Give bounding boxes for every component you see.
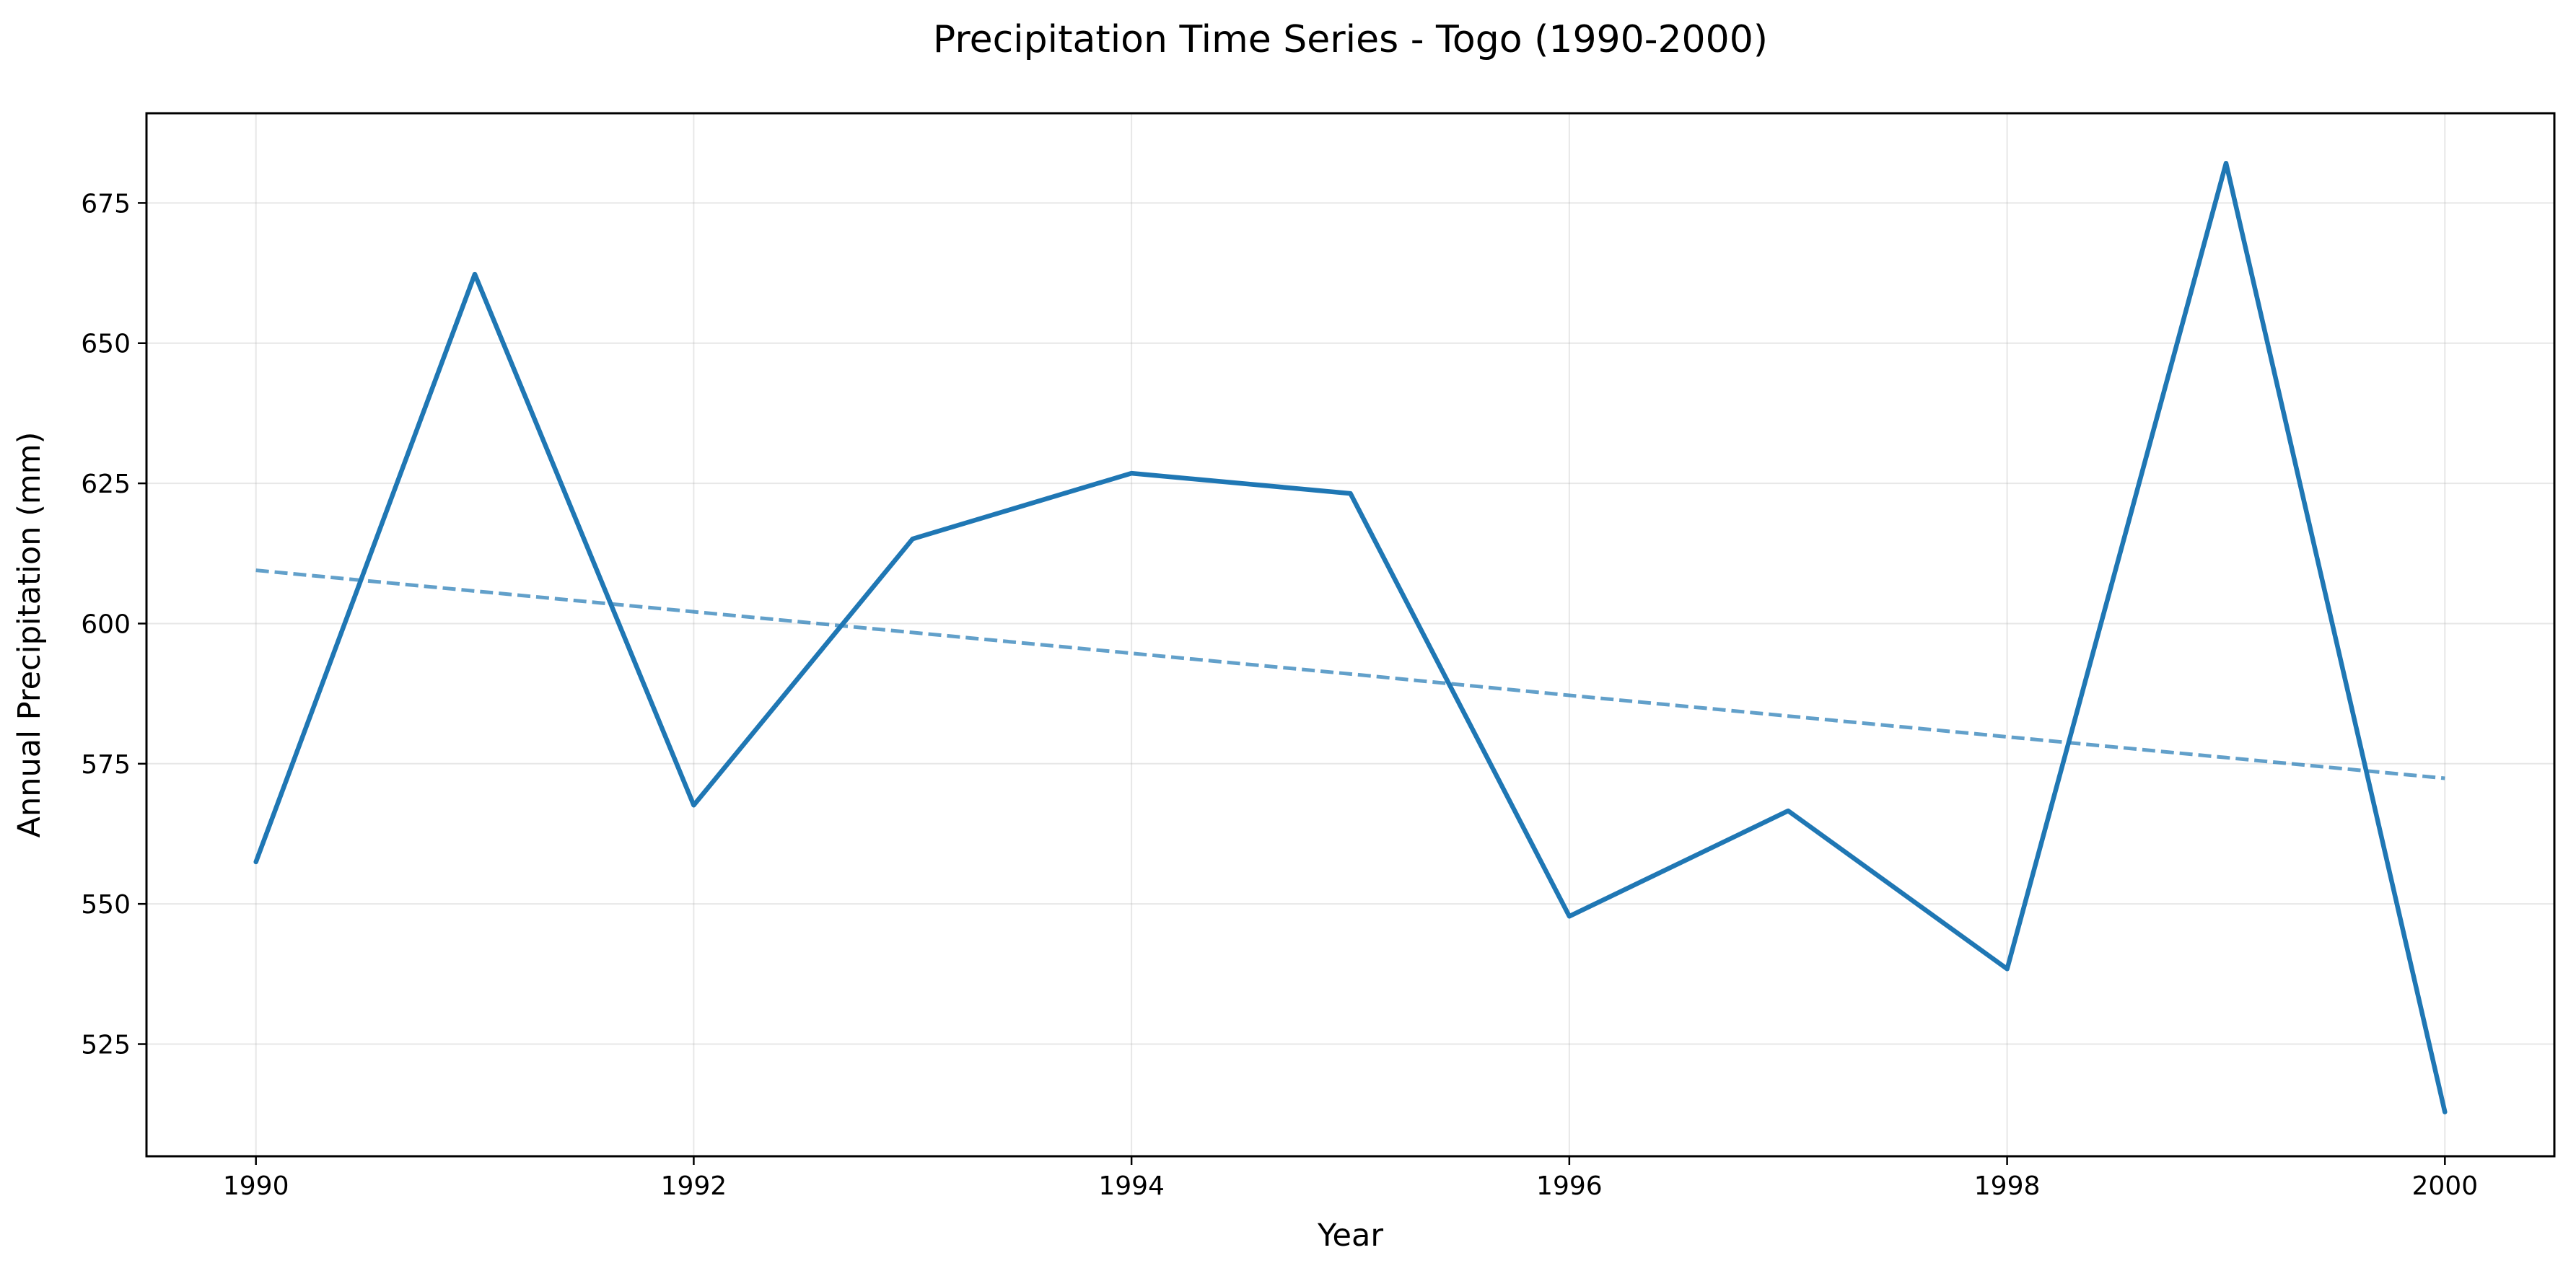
grid-lines	[146, 113, 2554, 1156]
precipitation-series	[253, 160, 2448, 1114]
trend-line	[255, 568, 2445, 780]
x-axis-label: Year	[1317, 1218, 1383, 1254]
trend-series	[255, 568, 2445, 780]
x-tick-label: 2000	[2412, 1171, 2479, 1201]
y-tick-label: 550	[81, 890, 131, 920]
y-axis-label: Annual Precipitation (mm)	[12, 432, 48, 838]
y-tick-label: 600	[81, 610, 131, 639]
x-tick-label: 1998	[1974, 1171, 2041, 1201]
y-tick-label: 675	[81, 189, 131, 219]
y-tick-label: 575	[81, 750, 131, 780]
plot-frame	[145, 112, 2556, 1158]
x-tick-label: 1990	[223, 1171, 289, 1201]
x-tick-label: 1994	[1098, 1171, 1165, 1201]
y-axis-ticks: 525 550 575 600 625 650 675	[81, 189, 146, 1060]
y-tick-label: 625	[81, 470, 131, 499]
x-tick-label: 1992	[661, 1171, 727, 1201]
chart-title: Precipitation Time Series - Togo (1990-2…	[933, 18, 1768, 61]
x-axis-ticks: 1990 1992 1994 1996 1998 2000	[223, 1156, 2478, 1201]
precipitation-line	[253, 160, 2448, 1114]
y-tick-label: 650	[81, 330, 131, 359]
y-tick-label: 525	[81, 1031, 131, 1060]
x-tick-label: 1996	[1536, 1171, 1603, 1201]
